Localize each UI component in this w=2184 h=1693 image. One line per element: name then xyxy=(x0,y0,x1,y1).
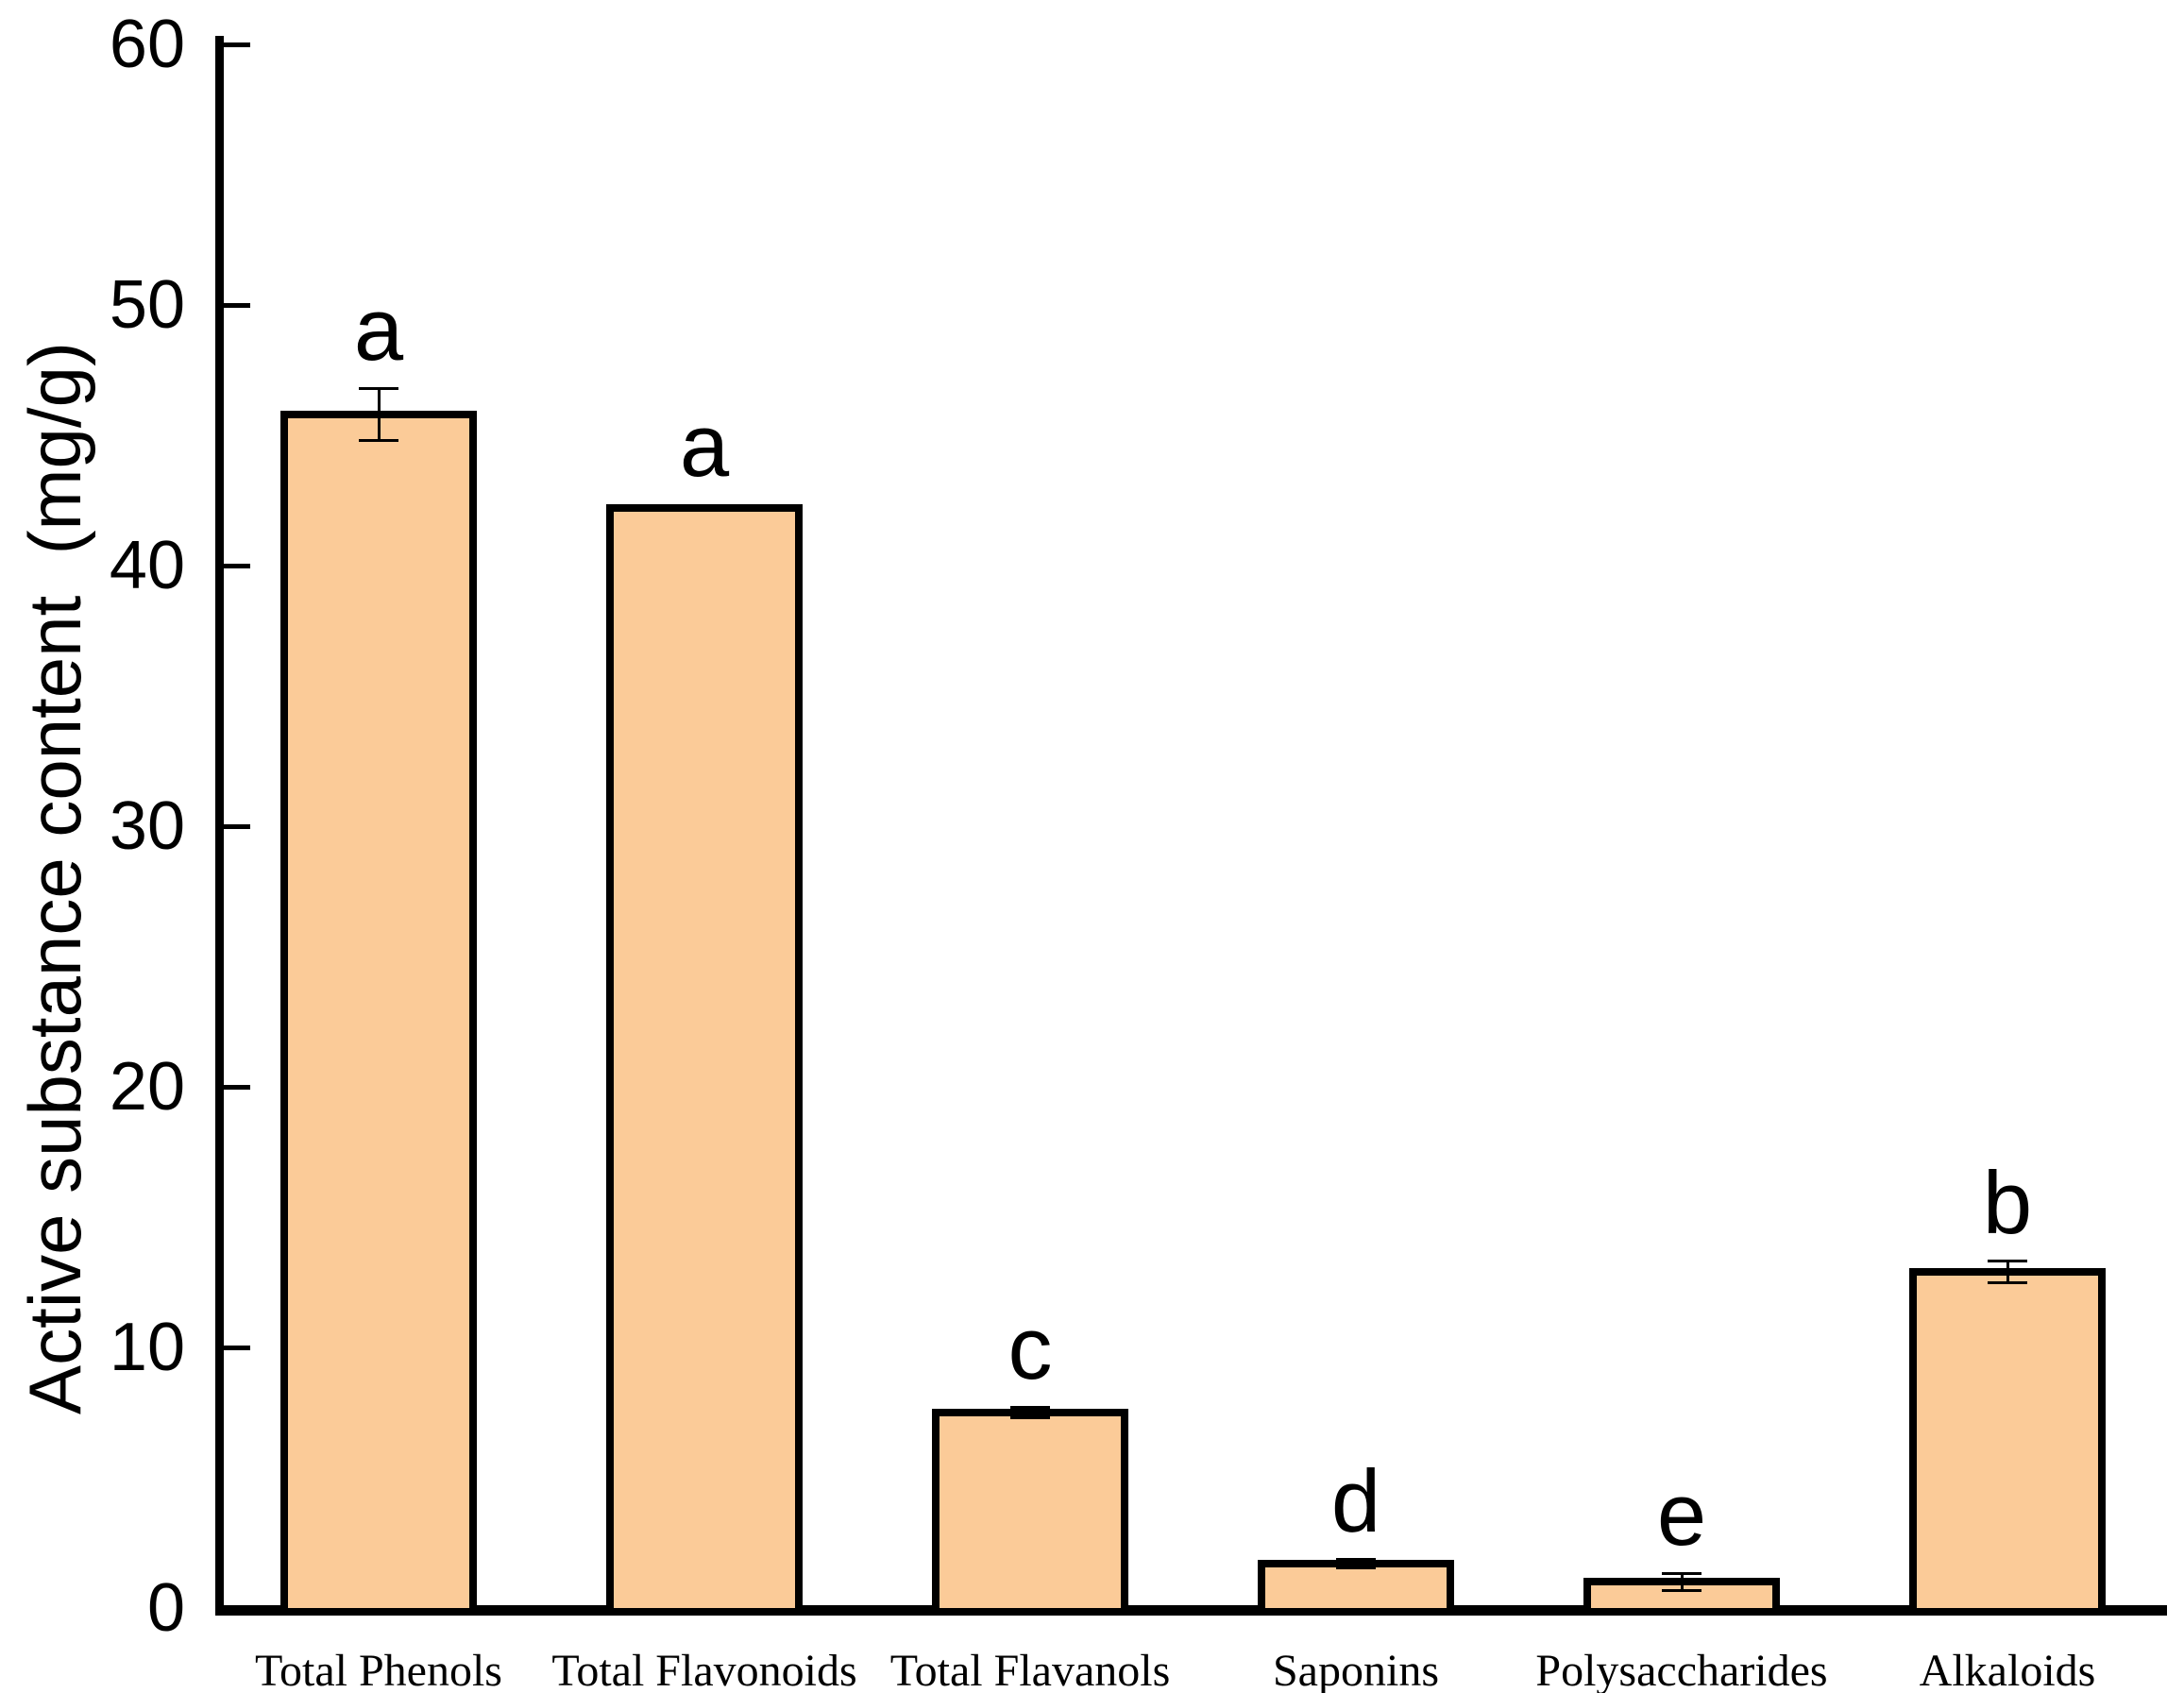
sig-letter-total-phenols: a xyxy=(353,279,404,380)
error-bar-cap-top-alkaloids xyxy=(1988,1260,2027,1263)
bar-total-flavonoids xyxy=(606,504,803,1616)
error-bar-cap-bottom-saponins xyxy=(1336,1566,1376,1569)
y-tick-10 xyxy=(224,1345,250,1350)
bar-saponins xyxy=(1258,1560,1454,1616)
category-label-saponins: Saponins xyxy=(1272,1646,1439,1693)
y-tick-20 xyxy=(224,1084,250,1090)
x-axis-line xyxy=(215,1605,2167,1616)
error-bar-cap-bottom-alkaloids xyxy=(1988,1280,2027,1284)
y-tick-50 xyxy=(224,302,250,308)
category-label-polysaccharides: Polysaccharides xyxy=(1535,1646,1828,1693)
bar-total-phenols xyxy=(280,410,477,1616)
y-tick-30 xyxy=(224,823,250,829)
category-label-total-flavonoids: Total Flavonoids xyxy=(551,1646,857,1693)
error-bar-cap-bottom-total-flavanols xyxy=(1010,1416,1050,1420)
y-axis-line xyxy=(215,36,224,1613)
error-bar-total-phenols xyxy=(377,388,381,441)
error-bar-total-flavanols xyxy=(1028,1407,1032,1418)
sig-letter-total-flavanols: c xyxy=(1007,1298,1053,1398)
error-bar-cap-top-polysaccharides xyxy=(1662,1571,1701,1575)
category-label-total-phenols: Total Phenols xyxy=(255,1646,502,1693)
sig-letter-polysaccharides: e xyxy=(1656,1464,1707,1565)
error-bar-cap-top-total-flavanols xyxy=(1010,1405,1050,1409)
category-label-alkaloids: Alkaloids xyxy=(1919,1646,2096,1693)
bar-total-flavanols xyxy=(932,1409,1128,1616)
y-tick-40 xyxy=(224,563,250,568)
error-bar-polysaccharides xyxy=(1680,1573,1684,1591)
error-bar-cap-bottom-polysaccharides xyxy=(1662,1589,1701,1592)
y-tick-label-50: 50 xyxy=(109,267,185,343)
sig-letter-alkaloids: b xyxy=(1982,1152,2033,1252)
y-axis-title: Active substance content (mg/g) xyxy=(13,342,96,1414)
y-tick-label-20: 20 xyxy=(109,1049,185,1125)
y-tick-label-0: 0 xyxy=(146,1570,185,1646)
category-label-total-flavanols: Total Flavanols xyxy=(889,1646,1171,1693)
y-tick-label-40: 40 xyxy=(109,528,185,603)
error-bar-cap-top-total-phenols xyxy=(359,386,398,390)
error-bar-alkaloids xyxy=(2006,1261,2009,1282)
y-tick-label-60: 60 xyxy=(109,7,185,82)
bar-alkaloids xyxy=(1909,1267,2106,1616)
sig-letter-total-flavonoids: a xyxy=(679,396,730,496)
error-bar-cap-bottom-total-phenols xyxy=(359,439,398,443)
y-tick-label-10: 10 xyxy=(109,1310,185,1385)
y-tick-label-30: 30 xyxy=(109,788,185,864)
error-bar-saponins xyxy=(1354,1559,1358,1568)
sig-letter-saponins: d xyxy=(1330,1450,1381,1550)
y-tick-60 xyxy=(224,42,250,47)
error-bar-cap-top-saponins xyxy=(1336,1558,1376,1562)
